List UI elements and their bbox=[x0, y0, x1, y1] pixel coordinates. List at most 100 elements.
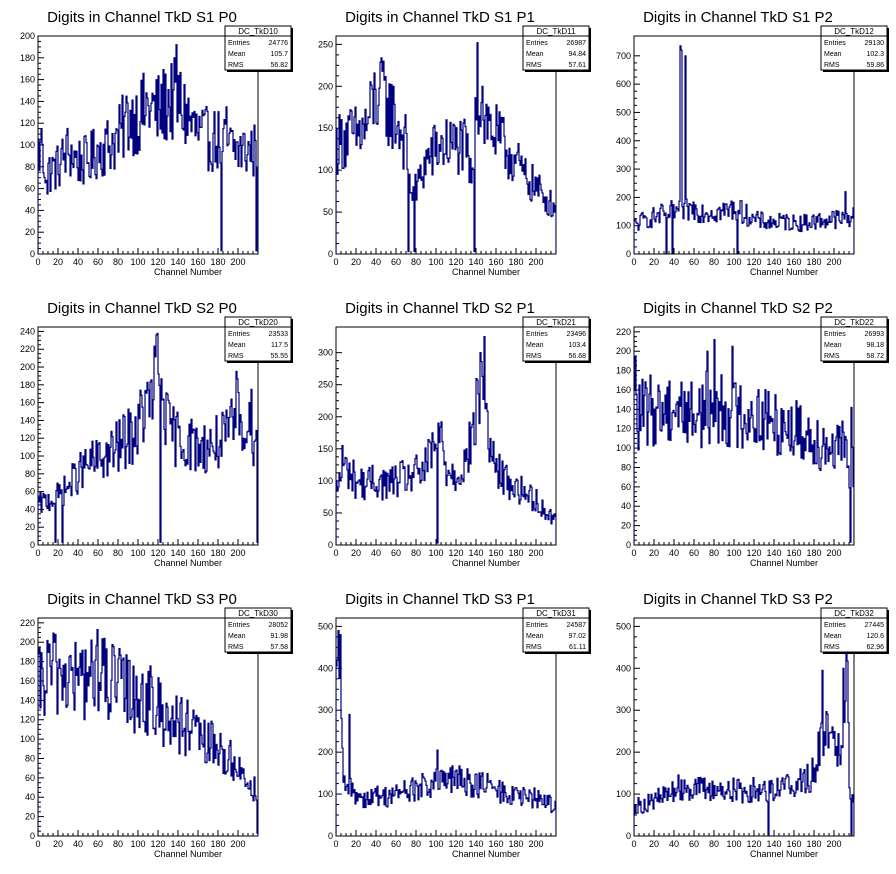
x-tick-label: 40 bbox=[669, 257, 679, 267]
x-tick-label: 160 bbox=[488, 257, 503, 267]
y-tick-label: 100 bbox=[318, 165, 333, 175]
x-tick-label: 0 bbox=[631, 839, 636, 849]
stats-value: 24776 bbox=[269, 40, 289, 47]
x-tick-label: 100 bbox=[428, 548, 443, 558]
x-tick-label: 0 bbox=[631, 257, 636, 267]
x-tick-label: 180 bbox=[806, 257, 821, 267]
x-tick-label: 100 bbox=[726, 548, 741, 558]
chart-title: Digits in Channel TkD S1 P1 bbox=[345, 9, 535, 26]
chart-title: Digits in Channel TkD S3 P1 bbox=[345, 591, 535, 608]
stats-box-name: DC_TkD11 bbox=[537, 27, 577, 36]
y-tick-label: 250 bbox=[318, 39, 333, 49]
x-tick-label: 20 bbox=[649, 548, 659, 558]
y-tick-label: 100 bbox=[20, 451, 35, 461]
stats-box: DC_TkD12 Entries 29130 Mean 102.3 RMS 59.86 bbox=[820, 25, 889, 72]
y-tick-label: 80 bbox=[25, 469, 35, 479]
stats-label: Entries bbox=[228, 331, 250, 338]
stats-box: DC_TkD10 Entries 24776 Mean 105.7 RMS 56.82 bbox=[224, 25, 293, 72]
y-tick-label: 140 bbox=[20, 695, 35, 705]
y-tick-label: 300 bbox=[616, 164, 631, 174]
y-tick-label: 300 bbox=[318, 705, 333, 715]
y-tick-label: 0 bbox=[626, 540, 631, 550]
stats-box-name: DC_TkD12 bbox=[834, 27, 874, 36]
stats-value: 28052 bbox=[269, 622, 289, 629]
x-tick-label: 0 bbox=[35, 839, 40, 849]
x-tick-label: 180 bbox=[508, 257, 523, 267]
y-tick-label: 400 bbox=[616, 663, 631, 673]
stats-box-name: DC_TkD21 bbox=[536, 318, 576, 327]
x-tick-label: 20 bbox=[649, 257, 659, 267]
stats-value: 98.18 bbox=[866, 342, 884, 349]
x-tick-label: 140 bbox=[468, 839, 483, 849]
stats-value: 62.96 bbox=[866, 644, 884, 651]
y-tick-label: 300 bbox=[318, 348, 333, 358]
x-tick-label: 200 bbox=[230, 839, 245, 849]
x-tick-label: 20 bbox=[53, 839, 63, 849]
y-tick-label: 160 bbox=[616, 385, 631, 395]
x-tick-label: 80 bbox=[113, 257, 123, 267]
x-tick-label: 0 bbox=[333, 257, 338, 267]
stats-box: DC_TkD31 Entries 24587 Mean 97.02 RMS 61.11 bbox=[522, 607, 591, 654]
x-tick-label: 140 bbox=[468, 257, 483, 267]
x-tick-label: 80 bbox=[709, 257, 719, 267]
stats-box: DC_TkD22 Entries 26993 Mean 98.18 RMS 58.72 bbox=[820, 316, 889, 363]
y-tick-label: 0 bbox=[328, 540, 333, 550]
x-tick-label: 120 bbox=[448, 839, 463, 849]
x-tick-label: 40 bbox=[73, 257, 83, 267]
x-tick-label: 100 bbox=[130, 548, 145, 558]
y-tick-label: 80 bbox=[25, 162, 35, 172]
x-tick-label: 80 bbox=[411, 548, 421, 558]
y-tick-label: 140 bbox=[20, 96, 35, 106]
x-tick-label: 60 bbox=[93, 548, 103, 558]
histogram-series-line bbox=[336, 336, 556, 545]
x-tick-label: 80 bbox=[411, 257, 421, 267]
x-tick-label: 20 bbox=[351, 548, 361, 558]
y-tick-label: 40 bbox=[25, 205, 35, 215]
y-tick-label: 120 bbox=[20, 433, 35, 443]
y-tick-label: 200 bbox=[20, 362, 35, 372]
x-tick-label: 80 bbox=[113, 548, 123, 558]
y-tick-label: 250 bbox=[318, 380, 333, 390]
x-tick-label: 80 bbox=[113, 839, 123, 849]
y-tick-label: 50 bbox=[323, 508, 333, 518]
x-tick-label: 180 bbox=[210, 548, 225, 558]
y-tick-label: 220 bbox=[20, 344, 35, 354]
stats-label: RMS bbox=[228, 62, 244, 69]
histogram-panel-5: Digits in Channel TkD S2 P10501001502002… bbox=[318, 300, 591, 568]
y-tick-label: 0 bbox=[626, 249, 631, 259]
stats-label: Mean bbox=[824, 633, 842, 640]
stats-box-name: DC_TkD10 bbox=[238, 27, 278, 36]
x-axis-label: Channel Number bbox=[750, 267, 818, 277]
stats-label: RMS bbox=[228, 644, 244, 651]
x-tick-label: 120 bbox=[746, 548, 761, 558]
x-tick-label: 40 bbox=[371, 548, 381, 558]
x-tick-label: 160 bbox=[488, 839, 503, 849]
chart-title: Digits in Channel TkD S1 P0 bbox=[47, 9, 237, 26]
x-tick-label: 160 bbox=[190, 548, 205, 558]
stats-box: DC_TkD20 Entries 23533 Mean 117.5 RMS 55.55 bbox=[224, 316, 293, 363]
stats-label: RMS bbox=[824, 644, 840, 651]
histogram-series-line bbox=[336, 629, 556, 836]
x-tick-label: 100 bbox=[130, 839, 145, 849]
stats-value: 97.02 bbox=[568, 633, 586, 640]
x-tick-label: 160 bbox=[786, 257, 801, 267]
y-tick-label: 60 bbox=[25, 773, 35, 783]
stats-box: DC_TkD32 Entries 27445 Mean 120.6 RMS 62.96 bbox=[820, 607, 889, 654]
stats-value: 105.7 bbox=[270, 51, 288, 58]
x-tick-label: 0 bbox=[35, 257, 40, 267]
x-tick-label: 0 bbox=[333, 839, 338, 849]
histogram-panel-3: Digits in Channel TkD S1 P20100200300400… bbox=[616, 9, 889, 277]
stats-label: Mean bbox=[824, 342, 842, 349]
x-axis-label: Channel Number bbox=[452, 849, 520, 859]
chart-title: Digits in Channel TkD S2 P1 bbox=[345, 300, 535, 317]
stats-value: 56.68 bbox=[568, 353, 586, 360]
x-tick-label: 40 bbox=[669, 548, 679, 558]
x-tick-label: 160 bbox=[190, 839, 205, 849]
x-axis-label: Channel Number bbox=[750, 849, 818, 859]
stats-box: DC_TkD11 Entries 26987 Mean 94.84 RMS 57.61 bbox=[522, 25, 591, 72]
y-tick-label: 700 bbox=[616, 51, 631, 61]
x-tick-label: 20 bbox=[351, 839, 361, 849]
y-tick-label: 120 bbox=[20, 715, 35, 725]
y-tick-label: 180 bbox=[20, 657, 35, 667]
